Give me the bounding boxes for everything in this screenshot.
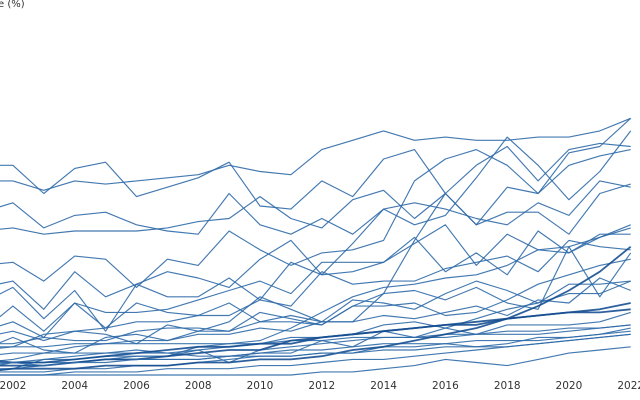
series-line-6 bbox=[0, 117, 632, 332]
y-axis-label: e (%) bbox=[0, 0, 25, 10]
series-line-22 bbox=[0, 346, 631, 376]
x-tick-label-2018: 2018 bbox=[494, 380, 521, 392]
x-tick-label-2012: 2012 bbox=[308, 380, 335, 392]
x-tick-label-2016: 2016 bbox=[432, 380, 459, 392]
series-line-19 bbox=[0, 330, 631, 357]
series-line-13 bbox=[0, 280, 631, 345]
series-line-4 bbox=[0, 183, 631, 235]
series-line-27 bbox=[0, 333, 631, 367]
series-line-14 bbox=[0, 258, 631, 345]
x-tick-label-2020: 2020 bbox=[556, 380, 583, 392]
x-axis-ticks: 2002 2004 2006 2008 2010 2012 2014 2016 2018 2020… bbox=[0, 380, 640, 392]
series-line-5 bbox=[0, 149, 631, 288]
x-tick-label-2002: 2002 bbox=[0, 380, 26, 392]
x-tick-label-2014: 2014 bbox=[370, 380, 397, 392]
series-line-15 bbox=[0, 277, 631, 362]
x-tick-label-2022: 2022 bbox=[617, 380, 640, 392]
x-tick-label-2008: 2008 bbox=[185, 380, 212, 392]
series-line-2 bbox=[0, 117, 631, 191]
series-line-3 bbox=[0, 130, 632, 235]
x-tick-label-2010: 2010 bbox=[247, 380, 274, 392]
series-line-8 bbox=[0, 224, 631, 332]
x-tick-label-2004: 2004 bbox=[61, 380, 88, 392]
series-line-10 bbox=[0, 239, 631, 349]
series-lines bbox=[0, 117, 632, 376]
series-line-16 bbox=[0, 280, 631, 370]
series-line-25 bbox=[0, 246, 632, 371]
series-line-9 bbox=[0, 230, 631, 338]
series-line-24 bbox=[0, 308, 631, 367]
series-line-7 bbox=[0, 180, 631, 310]
series-line-1 bbox=[0, 142, 631, 210]
x-tick-label-2006: 2006 bbox=[123, 380, 150, 392]
